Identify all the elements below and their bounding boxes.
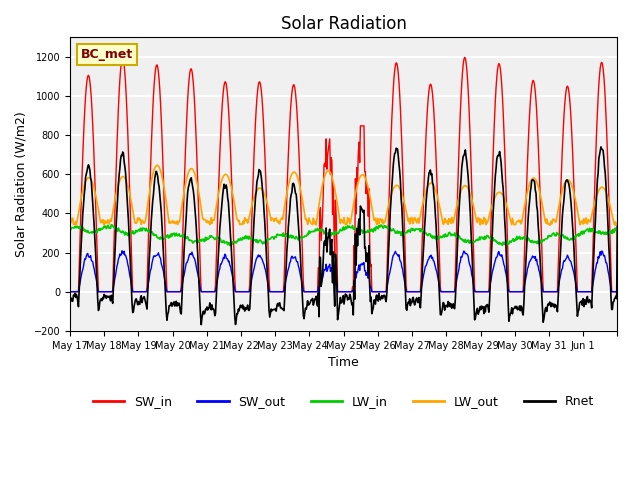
SW_out	[614, 289, 621, 295]
Rnet	[232, 322, 239, 327]
Rnet	[66, 298, 74, 304]
LW_in	[66, 226, 74, 232]
Rnet	[280, 307, 287, 313]
SW_out	[118, 248, 126, 253]
LW_out	[131, 216, 138, 221]
LW_in	[226, 243, 234, 249]
SW_out	[401, 279, 408, 285]
SW_in	[279, 289, 287, 295]
Line: SW_in: SW_in	[70, 57, 618, 292]
LW_in	[232, 240, 240, 246]
LW_in	[108, 222, 115, 228]
LW_out	[431, 187, 439, 192]
Text: BC_met: BC_met	[81, 48, 133, 61]
LW_out	[153, 162, 161, 168]
SW_out	[280, 289, 287, 295]
Rnet	[614, 224, 621, 229]
LW_in	[432, 234, 440, 240]
Legend: SW_in, SW_out, LW_in, LW_out, Rnet: SW_in, SW_out, LW_in, LW_out, Rnet	[88, 390, 599, 413]
LW_in	[259, 239, 267, 245]
SW_out	[66, 289, 74, 295]
SW_out	[431, 264, 439, 270]
SW_in	[614, 289, 621, 295]
Line: Rnet: Rnet	[70, 147, 618, 324]
Rnet	[197, 322, 205, 327]
SW_in	[231, 276, 239, 282]
Rnet	[401, 271, 408, 276]
LW_out	[259, 188, 266, 193]
SW_in	[131, 289, 138, 295]
Line: LW_out: LW_out	[70, 165, 618, 292]
SW_out	[232, 289, 239, 295]
X-axis label: Time: Time	[328, 356, 359, 369]
Line: SW_out: SW_out	[70, 251, 618, 292]
Title: Solar Radiation: Solar Radiation	[281, 15, 406, 33]
LW_out	[66, 217, 74, 223]
LW_in	[614, 224, 621, 229]
LW_in	[280, 234, 288, 240]
SW_in	[258, 95, 266, 100]
Y-axis label: Solar Radiation (W/m2): Solar Radiation (W/m2)	[15, 111, 28, 257]
LW_out	[614, 289, 621, 295]
SW_out	[131, 289, 139, 295]
SW_out	[259, 258, 266, 264]
LW_out	[401, 202, 408, 207]
LW_out	[232, 207, 239, 213]
Rnet	[259, 189, 266, 195]
Rnet	[131, 303, 138, 309]
Rnet	[597, 144, 605, 150]
SW_in	[66, 289, 74, 295]
LW_out	[280, 212, 287, 217]
Rnet	[431, 212, 439, 217]
LW_in	[131, 231, 139, 237]
LW_in	[401, 230, 409, 236]
Line: LW_in: LW_in	[70, 225, 618, 246]
SW_in	[400, 207, 408, 213]
SW_in	[461, 54, 468, 60]
SW_in	[431, 123, 438, 129]
